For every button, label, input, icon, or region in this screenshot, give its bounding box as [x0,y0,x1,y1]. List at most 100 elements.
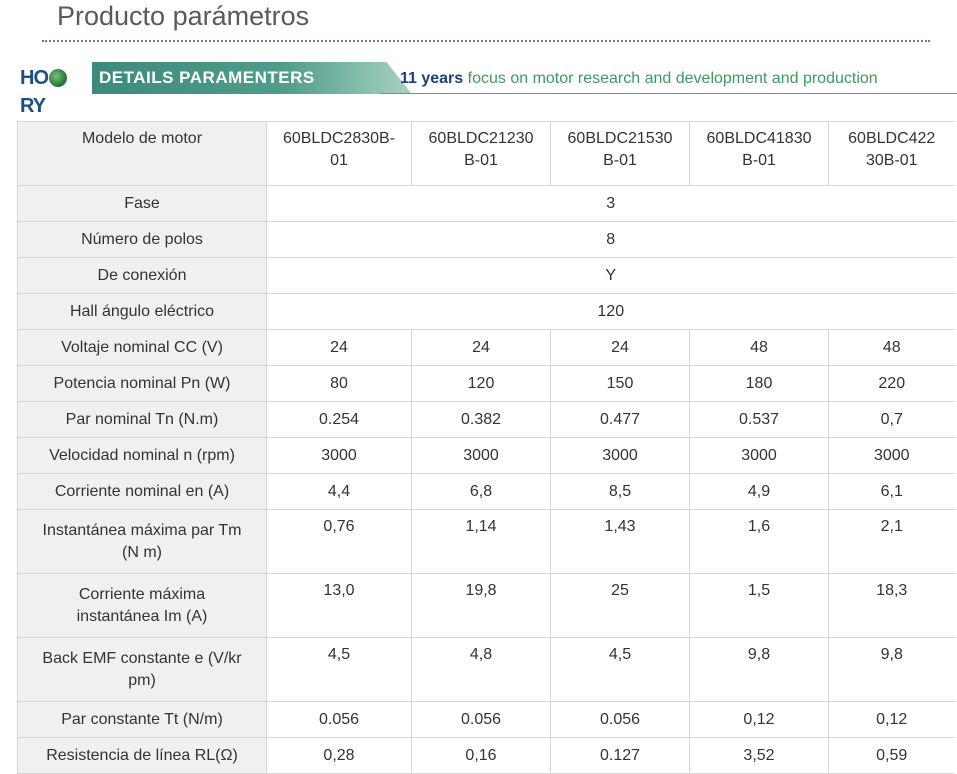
banner-slogan: 11 years focus on motor research and dev… [400,70,878,88]
row-shared-value: Y [266,257,955,294]
value-cell: 0.254 [266,401,412,438]
row-label-line: Corriente máxima [78,585,206,603]
dotted-divider [42,40,930,42]
row-label: Par constante Tt (N/m) [17,701,267,738]
value-cell: 2,1 [828,509,955,574]
model-line: 01 [330,152,348,169]
value-cell: 24 [411,329,551,366]
table-row: Par constante Tt (N/m) 0.056 0.056 0.056 0,1… [17,701,955,738]
value-cell: 8,5 [550,473,690,510]
model-line: 60BLDC21530 [567,130,673,147]
row-label-line: Back EMF constante e (V/kr [42,649,242,667]
value-cell: 18,3 [828,573,955,638]
model-cell: 60BLDC41830 B-01 [689,121,829,186]
value-cell: 0.056 [411,701,551,738]
value-cell: 3,52 [689,737,829,774]
row-shared-value: 120 [266,293,955,330]
table-row: Back EMF constante e (V/kr pm) 4,5 4,8 4,5 9,… [17,637,955,702]
row-label: Velocidad nominal n (rpm) [17,437,267,474]
value-cell: 1,5 [689,573,829,638]
row-label-line: pm) [128,671,156,689]
value-cell: 48 [828,329,955,366]
value-cell: 19,8 [411,573,551,638]
row-label: Par nominal Tn (N.m) [17,401,267,438]
value-cell: 9,8 [828,637,955,702]
row-label: Resistencia de línea RL(Ω) [17,737,267,774]
row-label-line: Instantánea máxima par Tm [42,521,242,539]
banner-tag: DETAILS PARAMENTERS [92,62,412,94]
model-cell: 60BLDC21530 B-01 [550,121,690,186]
value-cell: 4,5 [550,637,690,702]
row-label: Número de polos [17,221,267,258]
header-label: Modelo de motor [17,121,267,186]
value-cell: 3000 [266,437,412,474]
table-row: Velocidad nominal n (rpm) 3000 3000 3000 300… [17,437,955,474]
table-row: Par nominal Tn (N.m) 0.254 0.382 0.477 0.537… [17,401,955,438]
value-cell: 0,16 [411,737,551,774]
value-cell: 0,12 [828,701,955,738]
value-cell: 0.056 [550,701,690,738]
model-line: 30B-01 [865,152,918,169]
table-row: De conexión Y [17,257,955,294]
value-cell: 1,43 [550,509,690,574]
table-row: Voltaje nominal CC (V) 24 24 24 48 48 [17,329,955,366]
details-banner: HORY DETAILS PARAMENTERS 11 years focus … [20,60,957,117]
value-cell: 0,59 [828,737,955,774]
value-cell: 13,0 [266,573,412,638]
spec-table: Modelo de motor 60BLDC2830B- 01 60BLDC212… [17,121,955,774]
model-line: 60BLDC41830 [706,130,812,147]
value-cell: 4,4 [266,473,412,510]
value-cell: 0,12 [689,701,829,738]
model-line: B-01 [742,152,776,169]
value-cell: 3000 [411,437,551,474]
table-row: Fase 3 [17,185,955,222]
table-row: Hall ángulo eléctrico 120 [17,293,955,330]
value-cell: 4,8 [411,637,551,702]
row-label: Instantánea máxima par Tm (N m) [17,509,267,574]
value-cell: 48 [689,329,829,366]
value-cell: 0,76 [266,509,412,574]
row-label: Fase [17,185,267,222]
model-line: B-01 [603,152,637,169]
value-cell: 0,7 [828,401,955,438]
slogan-years: 11 years [400,70,464,87]
value-cell: 0.382 [411,401,551,438]
globe-icon [49,69,67,87]
model-cell: 60BLDC21230 B-01 [411,121,551,186]
row-label: Back EMF constante e (V/kr pm) [17,637,267,702]
row-label-line: (N m) [122,543,162,561]
table-row: Número de polos 8 [17,221,955,258]
value-cell: 24 [550,329,690,366]
value-cell: 0,28 [266,737,412,774]
row-label: Corriente máxima instantánea Im (A) [17,573,267,638]
value-cell: 6,1 [828,473,955,510]
value-cell: 150 [550,365,690,402]
banner-underline [380,93,957,94]
row-label: Corriente nominal en (A) [17,473,267,510]
row-label-line: instantánea Im (A) [76,607,208,625]
value-cell: 1,14 [411,509,551,574]
table-row: Corriente máxima instantánea Im (A) 13,0 19… [17,573,955,638]
model-line: 60BLDC2830B- [282,130,396,147]
table-row: Potencia nominal Pn (W) 80 120 150 180 220 [17,365,955,402]
row-shared-value: 8 [266,221,955,258]
value-cell: 6,8 [411,473,551,510]
brand-logo: HORY [20,64,90,117]
row-shared-value: 3 [266,185,955,222]
value-cell: 80 [266,365,412,402]
value-cell: 0.056 [266,701,412,738]
model-line: 60BLDC21230 [428,130,534,147]
value-cell: 3000 [689,437,829,474]
value-cell: 4,5 [266,637,412,702]
model-cell: 60BLDC422 30B-01 [828,121,955,186]
value-cell: 9,8 [689,637,829,702]
page-title: Producto parámetros [57,1,310,31]
value-cell: 1,6 [689,509,829,574]
model-cell: 60BLDC2830B- 01 [266,121,412,186]
value-cell: 0.127 [550,737,690,774]
row-label: Hall ángulo eléctrico [17,293,267,330]
value-cell: 3000 [828,437,955,474]
table-row: Resistencia de línea RL(Ω) 0,28 0,16 0.127 3… [17,737,955,774]
model-line: B-01 [464,152,498,169]
value-cell: 220 [828,365,955,402]
